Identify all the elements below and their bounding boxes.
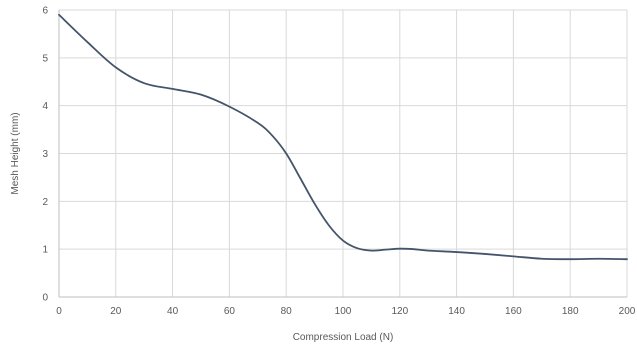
y-tick-label: 1 — [42, 245, 48, 256]
series — [58, 13, 628, 261]
grid — [58, 9, 628, 298]
y-tick-label: 2 — [42, 197, 48, 208]
x-tick-label: 160 — [505, 306, 522, 317]
x-tick-label: 0 — [56, 306, 62, 317]
x-tick-label: 60 — [224, 306, 236, 317]
y-tick-label: 3 — [42, 149, 48, 160]
y-tick-label: 6 — [42, 6, 48, 17]
y-tick-label: 5 — [42, 53, 48, 64]
series-line — [58, 13, 628, 261]
y-tick-label: 0 — [42, 293, 48, 304]
x-tick-label: 80 — [281, 306, 293, 317]
x-tick-label: 180 — [562, 306, 579, 317]
x-axis-title: Compression Load (N) — [293, 332, 394, 343]
tick-labels: 0 20 40 60 80 100 120 140 160 180 200 0 1 2 3 4 5 6 — [42, 6, 635, 318]
axes — [58, 10, 627, 298]
x-tick-label: 40 — [167, 306, 179, 317]
y-axis-title: Mesh Height (mm) — [10, 112, 21, 194]
y-tick-label: 4 — [42, 101, 48, 112]
x-tick-label: 100 — [335, 306, 352, 317]
x-tick-label: 120 — [391, 306, 408, 317]
x-tick-label: 140 — [448, 306, 465, 317]
x-tick-label: 20 — [110, 306, 122, 317]
x-tick-label: 200 — [619, 306, 636, 317]
